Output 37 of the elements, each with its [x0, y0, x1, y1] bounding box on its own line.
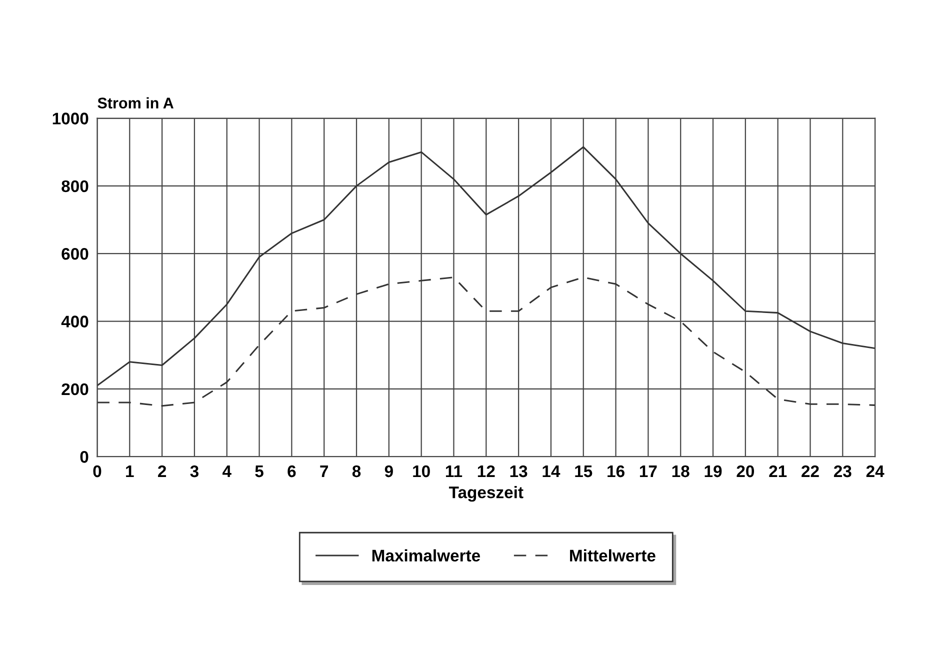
x-tick-label: 3 — [190, 465, 198, 478]
x-tick-label: 13 — [510, 465, 528, 478]
x-tick-label: 16 — [608, 465, 624, 478]
x-tick-label: 22 — [802, 465, 819, 478]
legend-label: Maximalwerte — [372, 549, 480, 562]
x-axis-title: Tageszeit — [448, 486, 524, 502]
x-tick-label: 20 — [736, 465, 754, 478]
y-tick-label: 400 — [61, 316, 88, 328]
x-tick-label: 23 — [834, 465, 852, 478]
x-tick-label: 19 — [704, 465, 722, 478]
x-tick-label: 9 — [384, 465, 393, 478]
x-tick-label: 12 — [478, 465, 495, 478]
x-tick-label: 4 — [222, 466, 232, 478]
x-tick-label: 6 — [288, 465, 296, 478]
x-tick-label: 14 — [542, 466, 560, 478]
y-tick-label: 200 — [62, 383, 88, 396]
y-tick-label: 800 — [62, 180, 88, 192]
x-tick-label: 1 — [126, 466, 134, 478]
x-tick-label: 2 — [158, 465, 166, 478]
y-tick-label: 600 — [62, 248, 88, 260]
x-tick-label: 5 — [255, 466, 264, 478]
x-tick-label: 0 — [93, 465, 102, 478]
x-tick-label: 7 — [320, 466, 328, 478]
x-tick-label: 15 — [575, 466, 592, 478]
x-tick-label: 18 — [672, 465, 690, 478]
line-series — [97, 276, 876, 407]
x-tick-label: 21 — [769, 465, 787, 478]
x-tick-label: 10 — [413, 465, 430, 478]
y-tick-label: 1000 — [52, 112, 88, 124]
x-tick-label: 8 — [352, 465, 361, 478]
x-tick-label: 24 — [866, 465, 884, 478]
x-tick-label: 11 — [446, 466, 462, 478]
y-tick-label: 0 — [80, 451, 88, 463]
x-tick-label: 17 — [640, 466, 657, 478]
line-series — [97, 146, 876, 386]
y-axis-title: Strom in A — [98, 97, 174, 108]
legend-label: Mittelwerte — [570, 549, 656, 562]
